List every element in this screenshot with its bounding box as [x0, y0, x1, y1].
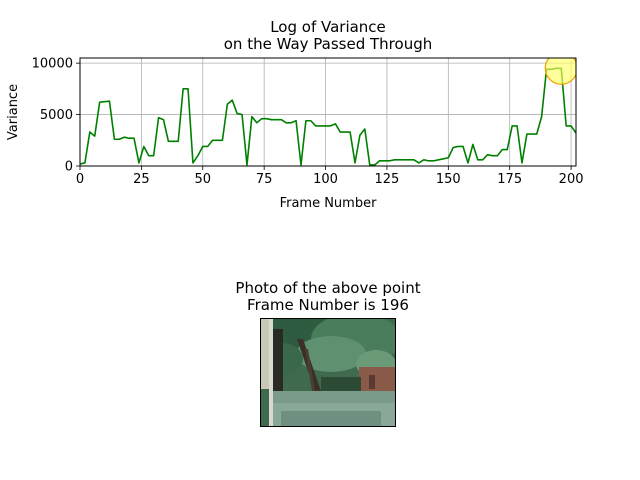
chart-title-line1: Log of Variance — [270, 18, 386, 36]
x-ticks: 0 25 50 75 100 125 150 175 200 — [76, 166, 584, 187]
plot-frame — [79, 57, 577, 167]
x-tick-label: 25 — [133, 172, 150, 187]
x-tick-label: 50 — [194, 172, 211, 187]
photo-title-line2: Frame Number is 196 — [247, 296, 409, 314]
chart-title-line2: on the Way Passed Through — [224, 35, 432, 53]
y-axis-label: Variance — [6, 84, 21, 140]
x-tick-label: 75 — [256, 172, 273, 187]
x-tick-label: 0 — [76, 172, 84, 187]
photo-thumbnail — [260, 318, 396, 427]
photo-title-line1: Photo of the above point — [235, 279, 420, 297]
highlight-group — [544, 58, 576, 85]
x-tick-label: 125 — [375, 172, 400, 187]
y-tick-label: 5000 — [40, 108, 73, 123]
x-axis-label: Frame Number — [280, 196, 378, 211]
highlight-point-marker — [544, 58, 576, 85]
x-tick-label: 200 — [559, 172, 584, 187]
y-tick-label: 10000 — [32, 57, 73, 72]
garden-photo — [261, 319, 395, 426]
y-ticks: 0 5000 10000 — [32, 57, 80, 175]
x-tick-label: 100 — [313, 172, 338, 187]
x-tick-label: 150 — [436, 172, 461, 187]
series-group — [80, 67, 576, 166]
y-tick-label: 0 — [65, 160, 73, 175]
x-tick-label: 175 — [497, 172, 522, 187]
variance-series-line — [80, 67, 576, 166]
